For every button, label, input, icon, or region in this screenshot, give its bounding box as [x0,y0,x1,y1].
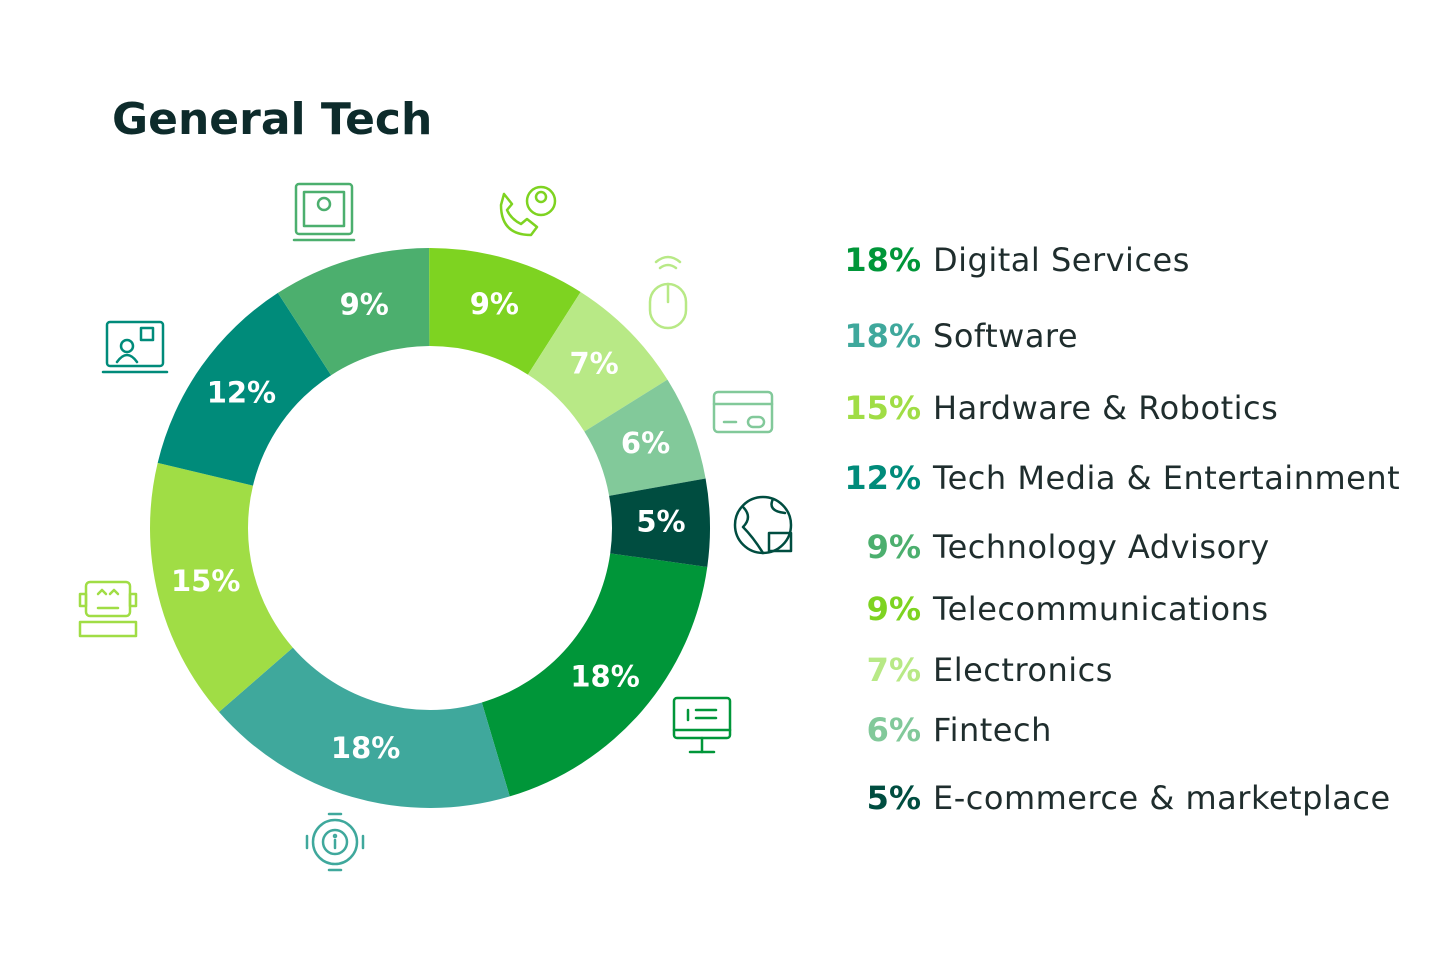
legend-label: Software [933,317,1078,355]
legend-value: 6% [867,711,921,749]
slice [429,247,581,375]
legend-label: Technology Advisory [932,528,1270,566]
slice [481,553,708,797]
slice [218,647,510,808]
slice-label: 18% [331,731,400,765]
legend-value: 18% [844,317,921,355]
legend-value: 7% [867,651,921,689]
icon-hardware [78,580,138,638]
slice [609,478,710,567]
legend-label: Digital Services [933,241,1190,279]
slice [157,292,332,486]
slice [527,291,668,432]
legend-label: E-commerce & marketplace [933,779,1391,817]
slice-label: 9% [340,288,389,322]
icon-techmedia [101,320,169,374]
legend-label: Hardware & Robotics [933,389,1278,427]
slice [277,248,430,376]
slice-label: 18% [570,660,639,694]
icon-telecom [499,185,557,237]
legend-value: 9% [867,590,921,628]
icon-digital [672,696,732,754]
icon-electronics [648,255,688,330]
legend-value: 12% [844,459,921,497]
chart-title: General Tech [112,94,432,145]
icon-software [305,812,365,872]
slice-label: 6% [621,426,670,460]
slice-label: 9% [470,287,519,321]
legend-label: Fintech [933,711,1052,749]
legend-label: Electronics [933,651,1113,689]
slice [584,379,706,496]
legend-value: 18% [844,241,921,279]
legend-label: Tech Media & Entertainment [932,459,1400,497]
slice [149,462,293,713]
slice-label: 15% [171,564,240,598]
legend-value: 5% [867,779,921,817]
slice-label: 5% [636,505,685,539]
slice-label: 7% [569,346,618,380]
icon-ecommerce [733,495,793,555]
legend-value: 9% [867,528,921,566]
icon-fintech [712,390,774,434]
slice-label: 12% [207,376,276,410]
legend-label: Telecommunications [932,590,1269,628]
legend-value: 15% [844,389,921,427]
icon-advisory [292,182,356,242]
